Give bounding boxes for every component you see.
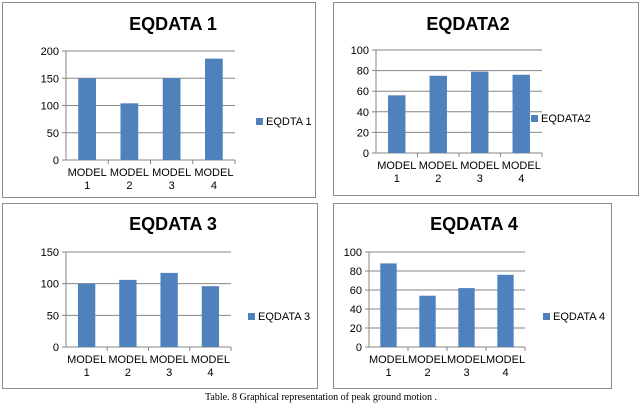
bar (388, 95, 406, 153)
y-tick-label: 200 (41, 46, 59, 58)
bar (205, 58, 223, 160)
y-tick-label: 50 (47, 310, 59, 322)
legend-label: EQDATA 3 (258, 311, 310, 323)
bar (458, 288, 475, 347)
chart-title: EQDATA 1 (129, 14, 217, 34)
x-tick-label: MODEL (460, 160, 499, 172)
y-tick-label: 0 (53, 342, 59, 354)
y-tick-label: 0 (53, 155, 59, 167)
y-tick-label: 100 (41, 101, 59, 113)
x-tick-label: MODEL (110, 167, 149, 179)
x-tick-label-line2: 3 (166, 367, 172, 379)
x-tick-label-line2: 1 (385, 367, 391, 379)
legend-label: EQDTA 1 (266, 116, 312, 128)
y-tick-label: 100 (351, 45, 369, 57)
y-tick-label: 20 (357, 127, 369, 139)
x-tick-label-line2: 1 (84, 180, 90, 192)
chart-title: EQDATA 4 (430, 214, 518, 234)
legend-swatch (531, 115, 538, 122)
bar (429, 75, 447, 153)
x-tick-label-line2: 2 (126, 180, 132, 192)
chart-title: EQDATA 3 (129, 214, 217, 234)
legend-swatch (543, 313, 550, 320)
figure-caption: Table. 8 Graphical representation of pea… (204, 392, 437, 403)
chart-eqdata-3: EQDATA 3050100150MODEL1MODEL2MODEL3MODEL… (41, 214, 311, 379)
chart-panel-eqdata-2: EQDATA2 0 20 40 60 80 100 MODEL 1 MODEL 2 MODEL 3 MOD… (333, 2, 639, 196)
x-tick-label-line2: 2 (435, 173, 441, 185)
x-tick-label: MODEL (152, 167, 191, 179)
x-tick-label-line2: 4 (518, 173, 524, 185)
bar (201, 286, 220, 347)
y-tick-label: 0 (363, 148, 369, 160)
x-tick-label-line2: 3 (169, 180, 175, 192)
x-tick-label: MODEL (486, 354, 525, 366)
y-tick-label: 0 (356, 342, 362, 354)
bar (471, 71, 489, 153)
x-tick-label-line2: 1 (394, 173, 400, 185)
x-tick-label: MODEL (447, 354, 486, 366)
x-tick-label: MODEL (369, 354, 408, 366)
legend-label: EQDATA 4 (553, 311, 605, 323)
bar (119, 279, 137, 347)
x-tick-label-line2: 4 (207, 367, 213, 379)
y-tick-label: 50 (47, 128, 59, 140)
chart-panel-eqdata-1: EQDATA 1 0 50 100 150 200 MODEL 1 MODEL 2 MODEL 3 MO… (2, 2, 316, 198)
x-tick-label: MODEL (502, 160, 541, 172)
chart-title: EQDATA2 (426, 14, 509, 34)
x-tick-label: MODEL (67, 354, 106, 366)
chart-eqdata-4: EQDATA 4020406080100MODEL1MODEL2MODEL3MO… (344, 214, 606, 379)
y-tick-label: 100 (41, 279, 59, 291)
x-tick-label: MODEL (150, 354, 189, 366)
x-tick-label-line2: 2 (424, 367, 430, 379)
bar (419, 295, 436, 347)
y-tick-label: 100 (344, 247, 362, 259)
bar (497, 274, 514, 347)
bar (162, 78, 181, 160)
y-tick-label: 20 (350, 323, 362, 335)
bar (380, 263, 397, 347)
x-tick-label-line2: 2 (125, 367, 131, 379)
x-tick-label-line2: 4 (502, 367, 508, 379)
chart-panel-eqdata-3: EQDATA 3 0 50 100 150 MODEL 1 MODEL 2 MODEL 3 MODEL… (2, 203, 318, 389)
legend-swatch (256, 118, 263, 125)
x-tick-label: MODEL (377, 160, 416, 172)
y-tick-label: 60 (357, 86, 369, 98)
x-tick-label: MODEL (191, 354, 230, 366)
bar (160, 272, 178, 347)
y-tick-label: 60 (350, 285, 362, 297)
y-tick-label: 150 (41, 247, 59, 259)
bar (120, 103, 139, 160)
x-tick-label: MODEL (68, 167, 107, 179)
x-tick-label: MODEL (408, 354, 447, 366)
x-tick-label-line2: 4 (211, 180, 217, 192)
y-tick-label: 80 (357, 66, 369, 78)
chart-eqdata-1: EQDATA 1050100150200MODEL1MODEL2MODEL3MO… (41, 14, 312, 192)
chart-eqdata-2: EQDATA2020406080100MODEL1MODEL2MODEL3MOD… (351, 14, 591, 185)
y-tick-label: 150 (41, 73, 59, 85)
x-tick-label-line2: 3 (463, 367, 469, 379)
y-tick-label: 40 (357, 107, 369, 119)
x-tick-label: MODEL (108, 354, 147, 366)
x-tick-label: MODEL (194, 167, 233, 179)
legend-swatch (248, 313, 255, 320)
bar (77, 283, 96, 347)
legend-label: EQDATA2 (541, 113, 591, 125)
x-tick-label: MODEL (419, 160, 458, 172)
x-tick-label-line2: 3 (477, 173, 483, 185)
y-tick-label: 40 (350, 304, 362, 316)
x-tick-label-line2: 1 (84, 367, 90, 379)
y-tick-label: 80 (350, 266, 362, 278)
chart-panel-eqdata-4: EQDATA 4 0 20 40 60 80 100 MODEL 1 MODEL 2 MODEL 3 MO… (333, 203, 612, 389)
bar (512, 74, 530, 153)
bar (78, 78, 96, 160)
